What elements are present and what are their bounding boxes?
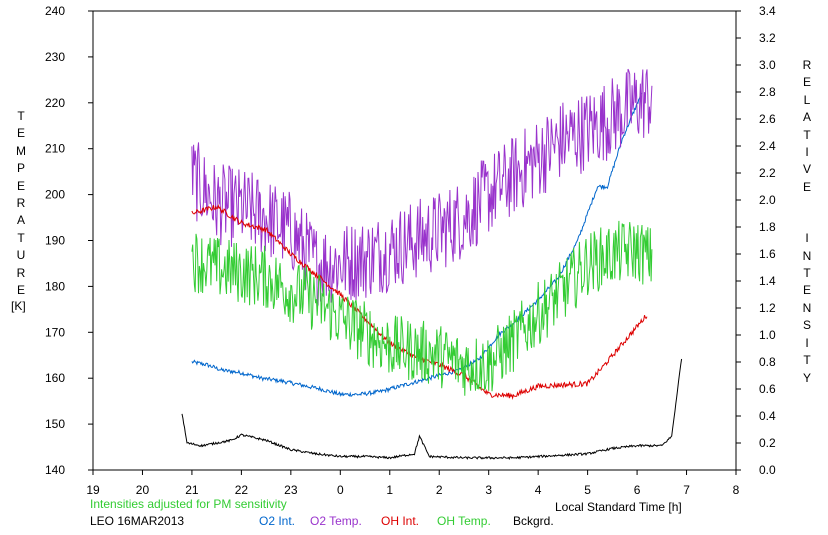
y-left-tick-label: 150 [45,417,65,431]
x-tick-label: 4 [535,483,542,497]
y-left-tick-label: 180 [45,279,65,293]
sensitivity-note: Intensities adjusted for PM sensitivity [90,497,287,511]
y-right-tick-label: 0.2 [759,436,776,450]
y-left-tick-label: 160 [45,371,65,385]
y-right-tick-label: 1.4 [759,274,776,288]
y-left-tick-label: 240 [45,4,65,18]
legend-oh-temp: OH Temp. [437,514,491,528]
y-right-tick-label: 0.0 [759,463,776,477]
y-right-tick-label: 0.6 [759,382,776,396]
plot-frame [92,10,737,471]
y-left-tick-label: 170 [45,325,65,339]
y-right-tick-label: 0.4 [759,409,776,423]
series-line-bckgrd [181,358,683,461]
x-tick-label: 5 [584,483,591,497]
y-left-tick-label: 210 [45,142,65,156]
station-date-label: LEO 16MAR2013 [90,514,185,528]
y-right-tick-label: 2.4 [759,139,776,153]
y-right-tick-label: 1.8 [759,220,776,234]
legend-oh-int: OH Int. [381,514,420,528]
y-right-tick-label: 3.2 [759,31,776,45]
y-right-tick-label: 1.0 [759,328,776,342]
y-left-tick-label: 200 [45,188,65,202]
y-right-tick-label: 1.2 [759,301,776,315]
y-right-tick-label: 2.8 [759,85,776,99]
x-tick-label: 8 [733,483,740,497]
y-right-tick-label: 2.0 [759,193,776,207]
x-axis-title: Local Standard Time [h] [555,500,682,514]
series-line-oh-temp [191,220,653,396]
x-tick-label: 20 [136,483,150,497]
y-right-tick-label: 1.6 [759,247,776,261]
legend-o2-temp: O2 Temp. [310,514,362,528]
y-left-tick-label: 190 [45,234,65,248]
y-right-tick-label: 3.4 [759,4,776,18]
x-tick-label: 3 [485,483,492,497]
x-tick-label: 0 [337,483,344,497]
y-left-tick-label: 220 [45,96,65,110]
legend-o2-int: O2 Int. [259,514,296,528]
x-tick-label: 2 [436,483,443,497]
y-left-tick-label: 230 [45,50,65,64]
x-tick-label: 21 [185,483,199,497]
x-tick-label: 6 [634,483,641,497]
y-right-tick-label: 2.6 [759,112,776,126]
x-tick-label: 19 [86,483,100,497]
x-tick-label: 23 [284,483,298,497]
y-right-tick-label: 0.8 [759,355,776,369]
y-right-tick-label: 3.0 [759,58,776,72]
x-tick-label: 1 [386,483,393,497]
y-left-tick-label: 140 [45,463,65,477]
legend-bckgrd: Bckgrd. [513,514,554,528]
y-axis-left-unit: [K] [11,299,26,313]
series-line-o2-temp [191,68,653,306]
x-tick-label: 7 [683,483,690,497]
x-tick-label: 22 [235,483,249,497]
y-right-tick-label: 2.2 [759,166,776,180]
